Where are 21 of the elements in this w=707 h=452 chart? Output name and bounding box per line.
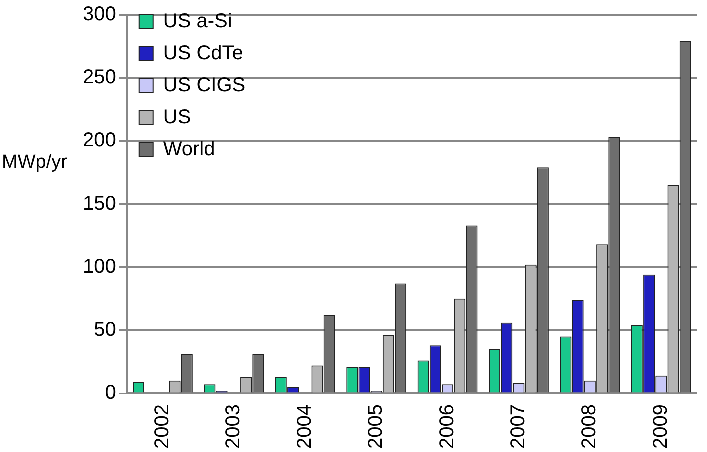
x-tick-label: 2005 — [365, 404, 388, 450]
legend-label: US — [163, 106, 192, 129]
x-tick-label: 2002 — [151, 404, 174, 450]
legend-label: US a-Si — [163, 10, 232, 33]
x-tick-label: 2009 — [650, 404, 672, 450]
y-tick-label: 50 — [94, 318, 116, 341]
y-tick-label: 0 — [105, 382, 116, 404]
y-axis-title: MWp/yr — [2, 152, 68, 174]
x-tick-label: 2008 — [578, 404, 601, 450]
y-tick-label: 100 — [82, 256, 116, 278]
y-tick-label: 150 — [82, 192, 116, 215]
y-tick-label: 250 — [82, 66, 116, 89]
legend-label: US CIGS — [163, 74, 246, 97]
x-tick-label: 2003 — [222, 404, 245, 450]
x-tick-label: 2007 — [508, 404, 530, 450]
y-tick-label: 200 — [82, 130, 116, 152]
legend-label: World — [163, 138, 216, 161]
legend-label: US CdTe — [163, 42, 244, 65]
y-tick-label: 300 — [82, 4, 116, 26]
x-tick-label: 2004 — [294, 404, 316, 450]
x-tick-label: 2006 — [436, 404, 458, 450]
